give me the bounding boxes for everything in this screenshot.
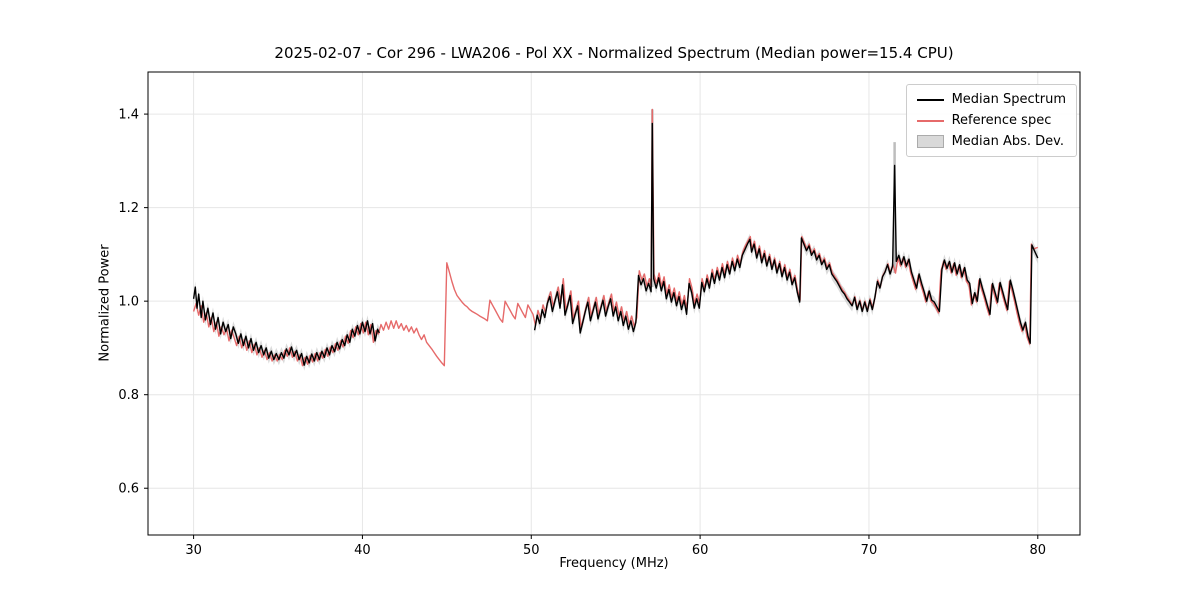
y-tick-label: 1.2 <box>118 201 139 216</box>
y-axis-label: Normalized Power <box>97 244 113 362</box>
axes-frame <box>147 71 1081 536</box>
legend-label: Median Spectrum <box>951 92 1066 107</box>
legend-item-reference-spec: Reference spec <box>916 113 1066 128</box>
x-tick-label: 50 <box>523 543 540 558</box>
chart-title: 2025-02-07 - Cor 296 - LWA206 - Pol XX -… <box>274 44 954 62</box>
x-tick-label: 70 <box>861 543 878 558</box>
median-spectrum-line <box>192 286 380 366</box>
y-tick-label: 0.6 <box>118 482 139 497</box>
x-axis-label: Frequency (MHz) <box>559 556 669 571</box>
x-tick-label: 80 <box>1030 543 1047 558</box>
x-tick-label: 40 <box>354 543 371 558</box>
median-abs-dev-patch-swatch <box>916 135 944 148</box>
legend: Median Spectrum Reference spec Median Ab… <box>905 84 1077 157</box>
mad-band <box>534 117 1038 349</box>
legend-label: Reference spec <box>951 113 1052 128</box>
legend-item-median-spectrum: Median Spectrum <box>916 92 1066 107</box>
x-tick-label: 30 <box>185 543 202 558</box>
y-tick-label: 0.8 <box>118 388 139 403</box>
reference-spec-line <box>192 108 1039 367</box>
mad-band <box>193 281 380 371</box>
median-spectrum-line-swatch <box>916 98 944 101</box>
reference-spec-line-swatch <box>916 119 944 122</box>
y-tick-label: 1.4 <box>118 108 139 123</box>
legend-item-median-abs-dev: Median Abs. Dev. <box>916 134 1066 149</box>
median-spectrum-line <box>533 122 1039 344</box>
legend-label: Median Abs. Dev. <box>951 134 1065 149</box>
y-tick-label: 1.0 <box>118 295 139 310</box>
x-tick-label: 60 <box>692 543 709 558</box>
